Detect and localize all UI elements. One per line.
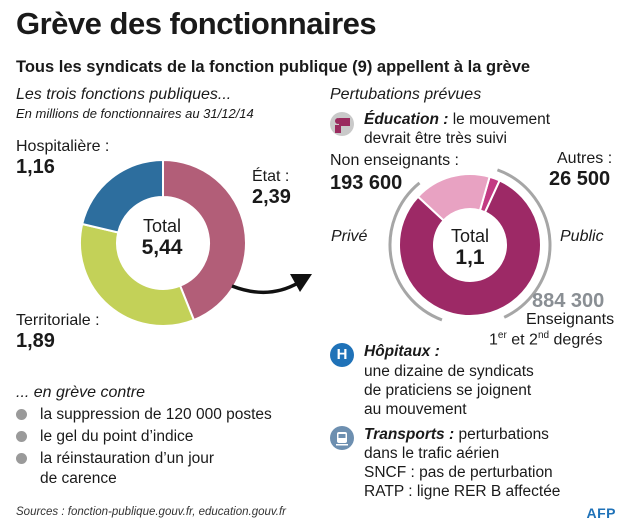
hospital-icon: H [330, 343, 354, 367]
transports-line: SNCF : pas de perturbation [364, 464, 553, 481]
education-text-line2: devrait être très suivi [364, 130, 507, 147]
right-heading: Pertubations prévues [330, 86, 482, 103]
teacher-icon [330, 112, 354, 136]
strike-item: la suppression de 120 000 postes [16, 406, 272, 424]
strike-heading: ... en grève contre [16, 384, 145, 401]
transports-line: RATP : ligne RER B affectée [364, 483, 561, 500]
page-title: Grève des fonctionnaires [16, 6, 377, 41]
label-autres: Autres : [557, 150, 613, 167]
perturbations-slice-non-enseignants [416, 173, 491, 222]
hopitaux-line: au mouvement [364, 401, 467, 418]
right-center-label: Total [450, 226, 490, 246]
value-hospitaliere: 1,16 [16, 156, 55, 178]
page-subtitle: Tous les syndicats de la fonction publiq… [16, 58, 531, 76]
label-territoriale: Territoriale : [16, 312, 100, 329]
label-non-enseignants: Non enseignants : [330, 152, 459, 169]
label-hospitaliere: Hospitalière : [16, 138, 110, 155]
left-subheading: En millions de fonctionnaires au 31/12/1… [16, 106, 254, 121]
transports-line: dans le trafic aérien [364, 445, 500, 462]
left-heading: Les trois fonctions publiques... [16, 86, 232, 103]
education-text: Éducation : le mouvement [364, 111, 551, 128]
transports-text: Transports : perturbations [364, 426, 549, 443]
fonctions-slice--tat [162, 158, 247, 322]
afp-logo: AFP [586, 505, 616, 521]
train-icon [330, 426, 354, 450]
value-enseignants: 884 300 [532, 290, 605, 312]
hopitaux-title: Hôpitaux : [364, 343, 440, 360]
label-public: Public [560, 228, 604, 245]
label-prive: Privé [331, 228, 368, 245]
value-etat: 2,39 [252, 186, 291, 208]
fonctions-slice-hospitali-re [81, 158, 164, 234]
strike-item: le gel du point d’indice [16, 428, 193, 446]
label-etat: État : [252, 168, 290, 185]
sources-text: Sources : fonction-publique.gouv.fr, edu… [16, 506, 286, 518]
public-arc [496, 168, 552, 319]
right-center-value: 1,1 [455, 246, 485, 269]
strike-item-continued: de carence [40, 470, 117, 487]
strike-item: la réinstauration d’un jour [16, 450, 214, 468]
fonctions-slice-territoriale [79, 222, 196, 327]
prive-arc [388, 181, 443, 322]
perturbations-slice-enseignants [398, 179, 542, 317]
label-enseignants-degres: 1er et 2nd degrés [489, 330, 603, 349]
left-center-value: 5,44 [141, 236, 183, 259]
hopitaux-line: de praticiens se joignent [364, 382, 532, 399]
left-center-label: Total [142, 216, 182, 236]
label-enseignants: Enseignants [526, 311, 615, 328]
hopitaux-line: une dizaine de syndicats [364, 363, 534, 380]
value-autres: 26 500 [549, 168, 611, 190]
value-non-enseignants: 193 600 [330, 172, 403, 194]
value-territoriale: 1,89 [16, 330, 55, 352]
